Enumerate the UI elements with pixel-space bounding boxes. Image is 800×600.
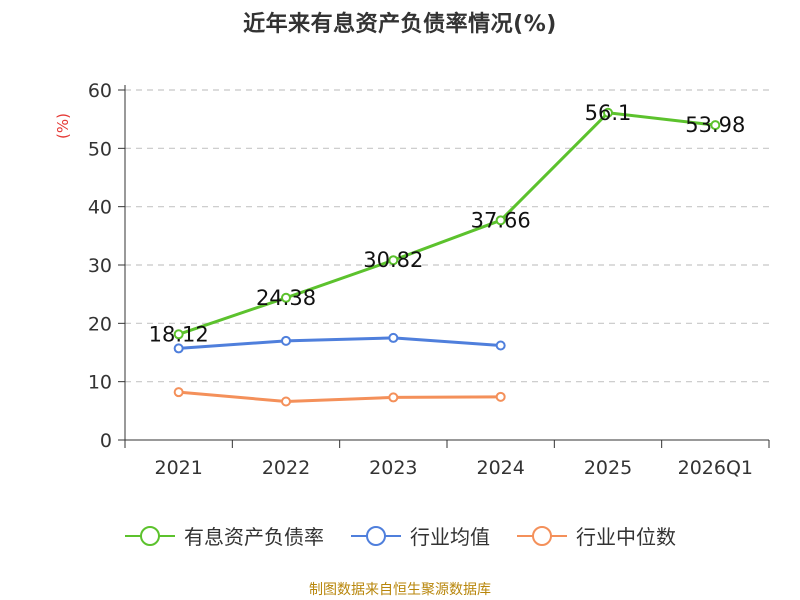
y-tick-label: 10	[88, 372, 112, 394]
legend-label: 行业均值	[410, 525, 490, 549]
data-point[interactable]	[603, 107, 613, 118]
x-tick-label: 2022	[262, 457, 310, 479]
data-point[interactable]	[173, 387, 184, 398]
data-point[interactable]	[281, 292, 291, 303]
data-label: 37.66	[471, 208, 531, 232]
series-lines	[173, 107, 721, 407]
x-tick-label: 2026Q1	[678, 457, 753, 479]
legend-line-marker-icon	[516, 525, 568, 547]
legend-item[interactable]: 有息资产负债率	[124, 521, 324, 550]
y-tick-label: 20	[88, 313, 112, 335]
chart-title: 近年来有息资产负债率情况(%)	[243, 12, 557, 37]
x-tick-label: 2023	[369, 457, 417, 479]
legend-item[interactable]: 行业中位数	[516, 521, 676, 550]
axes: 0 10 20 30 40 50 60 2021 2022 2023 2024 2025 2026Q1	[88, 80, 770, 479]
data-point[interactable]	[710, 120, 721, 131]
series-line	[178, 111, 716, 336]
y-tick-label: 40	[88, 197, 112, 219]
x-tick-label: 2025	[584, 457, 632, 479]
data-point[interactable]	[281, 335, 291, 346]
data-point[interactable]	[281, 396, 291, 407]
grid-lines	[125, 89, 769, 383]
data-point[interactable]	[173, 329, 184, 340]
y-tick-label: 0	[100, 430, 112, 452]
data-label: 24.38	[256, 286, 316, 310]
data-label: 30.82	[363, 248, 423, 272]
data-point[interactable]	[495, 391, 506, 402]
legend-line-marker-icon	[350, 525, 402, 547]
series-line	[178, 336, 501, 350]
data-point[interactable]	[388, 255, 399, 266]
x-tick-label: 2024	[476, 457, 524, 479]
data-point[interactable]	[388, 332, 399, 343]
legend-item[interactable]: 行业均值	[350, 521, 490, 550]
data-point[interactable]	[388, 392, 399, 403]
legend-label: 有息资产负债率	[184, 525, 324, 549]
data-point[interactable]	[495, 215, 506, 226]
data-label: 56.1	[585, 101, 632, 125]
y-tick-label: 60	[88, 80, 112, 102]
legend: 有息资产负债率 行业均值 行业中位数	[0, 521, 800, 550]
data-point[interactable]	[173, 343, 184, 354]
x-tick-label: 2021	[154, 457, 202, 479]
data-labels: 18.12 24.38 30.82 37.66 56.1 53.98	[149, 101, 746, 347]
y-tick-label: 30	[88, 255, 112, 277]
legend-line-marker-icon	[124, 525, 176, 547]
data-label: 18.12	[149, 322, 209, 346]
series-line	[178, 390, 501, 403]
y-tick-label: 50	[88, 138, 112, 160]
data-point[interactable]	[495, 340, 506, 351]
source-note: 制图数据来自恒生聚源数据库	[309, 582, 491, 598]
data-label: 53.98	[685, 113, 745, 137]
legend-label: 行业中位数	[576, 525, 676, 549]
y-axis-label: (%)	[54, 113, 72, 139]
